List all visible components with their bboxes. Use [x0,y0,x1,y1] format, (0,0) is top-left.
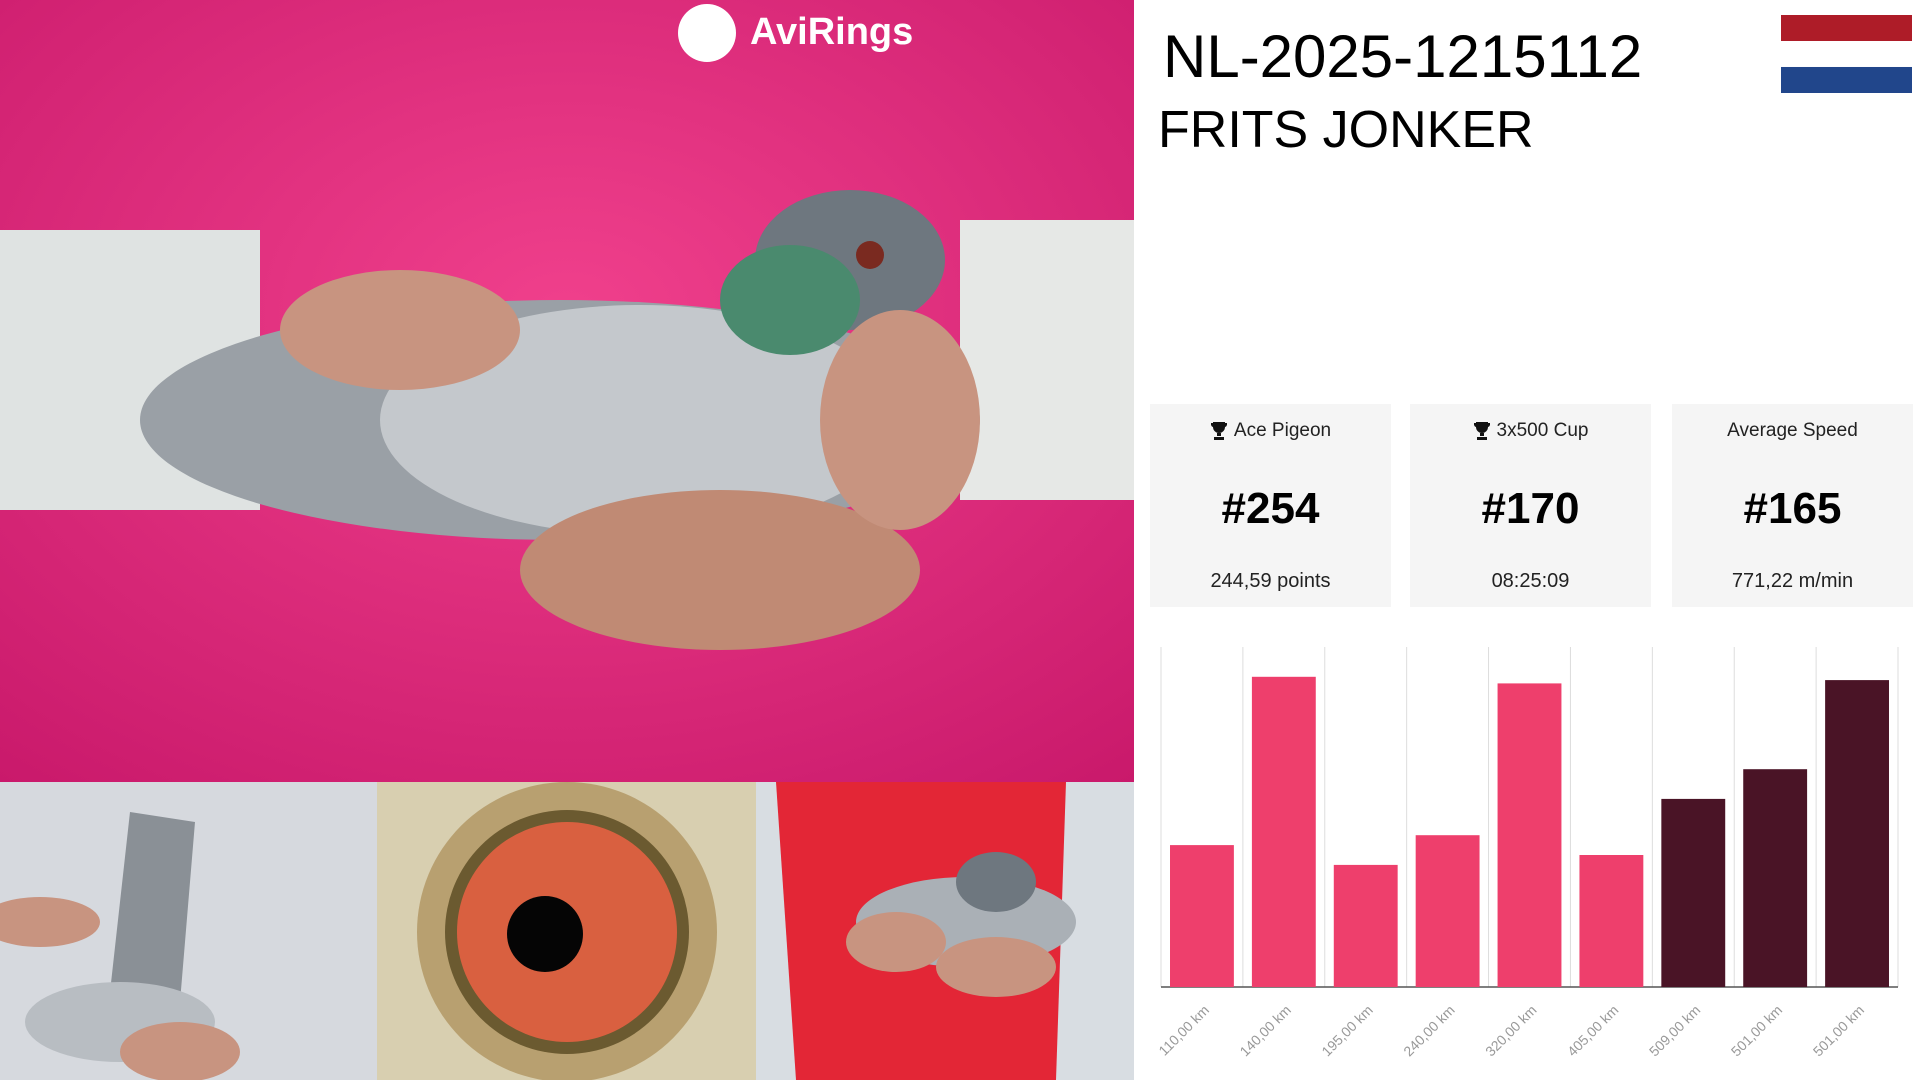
x-tick-label: 110,00 km [1155,1002,1212,1059]
stat-detail: 771,22 m/min [1731,570,1854,592]
x-tick-label: 509,00 km [1646,1002,1704,1060]
bar [1170,845,1234,987]
stat-card: Ace Pigeon #254 244,59 points [1150,404,1391,607]
stat-card: Average Speed #165 771,22 m/min [1672,404,1913,607]
trophy-icon [1473,422,1490,440]
x-tick-label: 140,00 km [1236,1002,1294,1060]
x-tick-label: 405,00 km [1564,1002,1622,1060]
chart: 110,00 km 140,00 km 195,00 km 240,00 km 320,… [1155,647,1899,1060]
bar [1661,798,1726,987]
wing-photo [0,782,377,1080]
stat-detail: 244,59 points [1210,570,1331,592]
bar [1251,676,1316,987]
owner-name: FRITS JONKER [1158,101,1534,159]
trophy-icon [1210,422,1227,440]
flag [1781,15,1912,93]
stat-title: Average Speed [1727,420,1858,441]
main-photo: AviRings [0,0,1134,782]
holding-photo [756,782,1134,1080]
stat-title: 3x500 Cup [1496,420,1589,441]
ring-number: NL-2025-1215112 [1163,23,1643,90]
bar [1743,769,1808,987]
stat-title: Ace Pigeon [1233,420,1332,441]
bar [1579,855,1644,987]
stat-rank: #254 [1221,484,1320,533]
bar [1825,680,1889,987]
bar [1333,864,1398,987]
x-tick-label: 195,00 km [1318,1002,1376,1060]
x-tick-label: 501,00 km [1728,1002,1786,1060]
stat-rank: #165 [1743,484,1842,533]
logo-text: AviRings [750,11,913,53]
eye-photo [377,782,756,1080]
stat-card: 3x500 Cup #170 08:25:09 [1410,404,1651,607]
x-tick-label: 501,00 km [1810,1002,1868,1060]
bar [1415,835,1480,987]
stat-rank: #170 [1481,484,1580,533]
x-tick-label: 320,00 km [1482,1002,1540,1060]
bar [1497,683,1562,987]
stat-detail: 08:25:09 [1491,570,1570,592]
x-tick-label: 240,00 km [1400,1002,1458,1060]
